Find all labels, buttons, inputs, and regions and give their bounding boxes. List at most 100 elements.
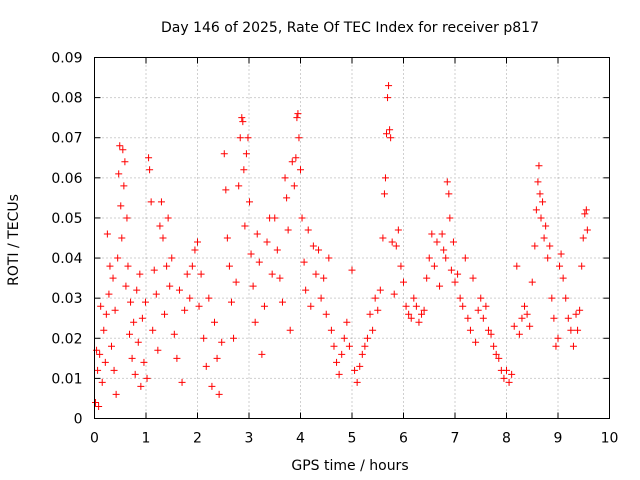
data-point bbox=[95, 402, 103, 410]
data-point bbox=[322, 310, 330, 318]
data-point bbox=[581, 210, 589, 218]
data-point bbox=[164, 214, 172, 222]
data-point bbox=[123, 214, 131, 222]
data-point bbox=[119, 146, 127, 154]
data-point bbox=[246, 198, 254, 206]
data-point bbox=[98, 378, 106, 386]
data-point bbox=[210, 318, 218, 326]
data-point bbox=[405, 310, 413, 318]
data-point bbox=[521, 302, 529, 310]
data-point bbox=[146, 166, 154, 174]
data-point bbox=[150, 266, 158, 274]
data-point bbox=[479, 314, 487, 322]
data-point bbox=[213, 354, 221, 362]
data-point bbox=[535, 162, 543, 170]
data-point bbox=[293, 114, 301, 122]
data-point bbox=[461, 254, 469, 262]
data-point bbox=[428, 230, 436, 238]
data-point bbox=[415, 318, 423, 326]
data-point bbox=[546, 242, 554, 250]
data-point bbox=[258, 350, 266, 358]
data-point bbox=[464, 314, 472, 322]
data-point bbox=[281, 174, 289, 182]
data-point bbox=[474, 306, 482, 314]
y-tick-label: 0.04 bbox=[51, 251, 82, 267]
data-point bbox=[300, 258, 308, 266]
data-point bbox=[412, 302, 420, 310]
data-point bbox=[156, 222, 164, 230]
data-point bbox=[116, 142, 124, 150]
data-point bbox=[425, 254, 433, 262]
data-point bbox=[343, 318, 351, 326]
data-point bbox=[484, 326, 492, 334]
data-point bbox=[333, 358, 341, 366]
x-tick-labels: 0 1 2 3 4 5 6 7 8 9 10 bbox=[90, 431, 618, 447]
data-point bbox=[152, 290, 160, 298]
data-point bbox=[366, 310, 374, 318]
data-point bbox=[235, 182, 243, 190]
x-tick-label: 2 bbox=[193, 431, 202, 447]
data-point bbox=[194, 238, 201, 246]
data-point bbox=[430, 262, 438, 270]
data-point bbox=[490, 342, 498, 350]
y-tick-label: 0.03 bbox=[51, 291, 82, 307]
data-point bbox=[240, 166, 248, 174]
data-point bbox=[200, 334, 208, 342]
data-point bbox=[100, 326, 108, 334]
data-point bbox=[170, 330, 178, 338]
data-point bbox=[388, 238, 396, 246]
y-tick-label: 0.08 bbox=[51, 91, 82, 107]
data-point bbox=[345, 342, 353, 350]
data-point bbox=[487, 330, 495, 338]
data-point bbox=[223, 234, 231, 242]
data-point bbox=[284, 226, 292, 234]
data-point bbox=[94, 366, 102, 374]
data-point bbox=[569, 342, 577, 350]
y-tick-label: 0.02 bbox=[51, 331, 82, 347]
data-point bbox=[532, 206, 540, 214]
data-point bbox=[271, 214, 279, 222]
data-point bbox=[126, 330, 134, 338]
data-point bbox=[539, 198, 547, 206]
data-point bbox=[446, 214, 454, 222]
data-point bbox=[325, 254, 333, 262]
data-point bbox=[138, 314, 146, 322]
data-points bbox=[92, 82, 591, 410]
x-tick-label: 8 bbox=[502, 431, 511, 447]
data-point bbox=[351, 366, 359, 374]
data-point bbox=[239, 118, 247, 126]
data-point bbox=[578, 262, 586, 270]
data-point bbox=[128, 354, 136, 362]
data-point bbox=[557, 250, 565, 258]
data-point bbox=[105, 290, 113, 298]
data-point bbox=[278, 298, 286, 306]
data-point bbox=[283, 194, 291, 202]
data-point bbox=[101, 358, 109, 366]
data-point bbox=[443, 178, 451, 186]
data-point bbox=[244, 134, 252, 142]
data-point bbox=[472, 338, 480, 346]
data-point bbox=[117, 202, 125, 210]
data-point bbox=[130, 318, 138, 326]
data-point bbox=[249, 282, 257, 290]
data-point bbox=[340, 334, 348, 342]
x-tick-label: 4 bbox=[296, 431, 305, 447]
data-point bbox=[227, 298, 235, 306]
data-point bbox=[500, 374, 508, 382]
data-point bbox=[371, 294, 379, 302]
y-tick-label: 0 bbox=[74, 412, 83, 428]
data-point bbox=[330, 342, 338, 350]
data-point bbox=[315, 246, 323, 254]
data-point bbox=[149, 326, 157, 334]
data-point bbox=[385, 82, 393, 90]
data-point bbox=[202, 362, 210, 370]
y-axis-title: ROTI / TECUs bbox=[6, 194, 22, 286]
data-point bbox=[420, 306, 428, 314]
data-point bbox=[564, 314, 572, 322]
data-point bbox=[583, 226, 591, 234]
data-point bbox=[137, 382, 145, 390]
data-point bbox=[133, 286, 141, 294]
data-point bbox=[574, 326, 582, 334]
data-point bbox=[410, 294, 418, 302]
data-point bbox=[381, 174, 389, 182]
